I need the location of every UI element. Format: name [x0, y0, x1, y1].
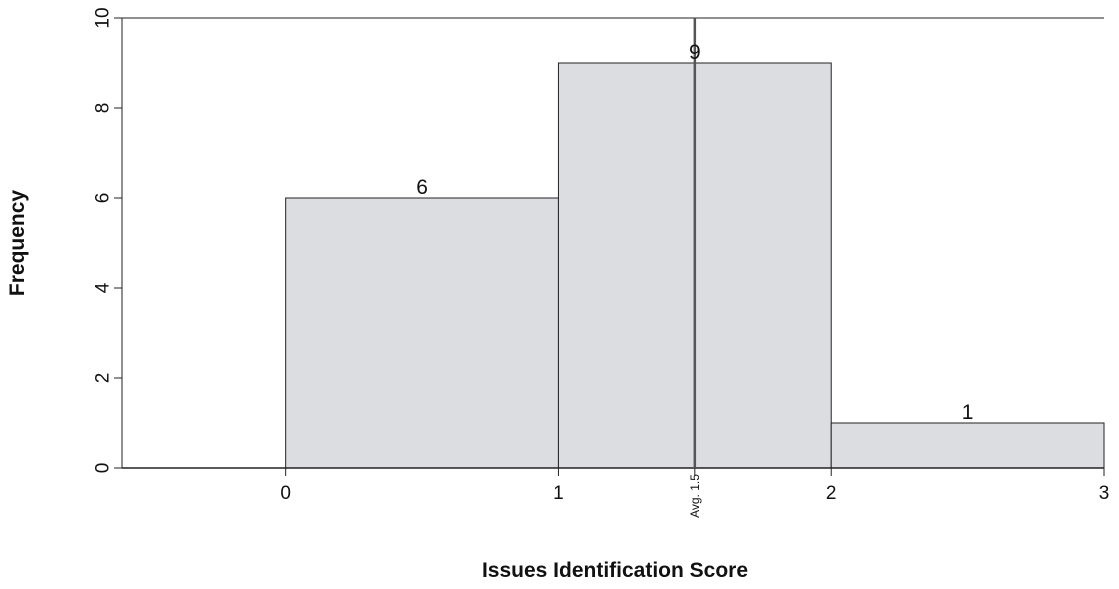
axes-layer	[114, 17, 1105, 476]
x-tick-label: 3	[1099, 483, 1110, 504]
y-tick-label: 2	[93, 373, 114, 384]
y-axis-title: Frequency	[6, 190, 29, 297]
bar-value-label: 1	[962, 401, 974, 424]
x-tick-label: 0	[280, 483, 291, 504]
bar-value-label: 6	[416, 176, 428, 199]
bar-value-label: 9	[689, 41, 701, 64]
y-tick-label: 8	[93, 103, 114, 114]
mean-line-label: Avg. 1.5	[688, 474, 702, 518]
y-tick-label: 4	[93, 282, 114, 293]
x-axis-title: Issues Identification Score	[482, 559, 748, 582]
y-tick-label: 10	[93, 7, 114, 28]
x-tick-label: 2	[826, 483, 837, 504]
bar-6	[285, 197, 559, 469]
x-tick-label: 1	[553, 483, 564, 504]
bar-1	[830, 422, 1105, 469]
y-tick-label: 0	[93, 463, 114, 474]
y-tick-label: 6	[93, 193, 114, 204]
